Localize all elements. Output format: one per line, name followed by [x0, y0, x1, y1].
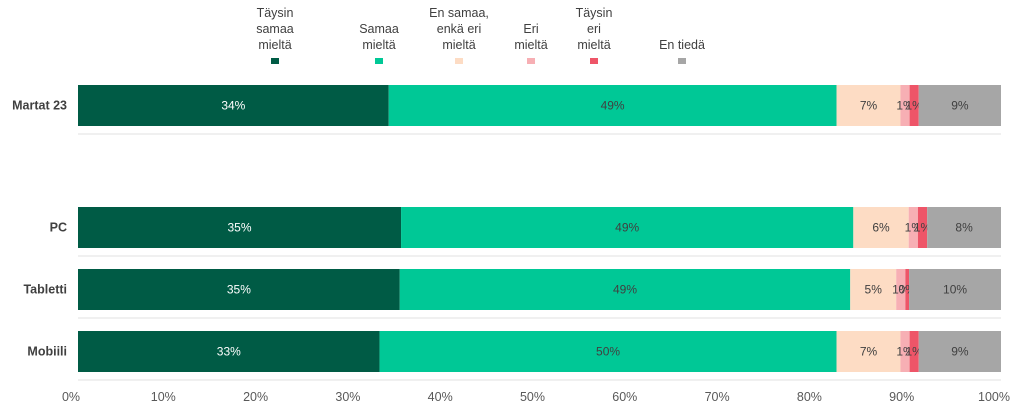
legend-swatch: [590, 58, 598, 64]
legend-label-line: mieltä: [442, 38, 475, 52]
bar-segment: [909, 85, 919, 126]
data-label: 9%: [951, 99, 969, 113]
bar-segment: [918, 331, 1001, 372]
data-label: 50%: [596, 345, 620, 359]
x-tick-label: 60%: [612, 390, 637, 404]
x-tick-label: 90%: [889, 390, 914, 404]
legend-label-line: mieltä: [577, 38, 610, 52]
bar-segment: [836, 331, 901, 372]
bar-segment: [896, 269, 906, 310]
data-label: 49%: [613, 283, 637, 297]
legend-label-line: samaa: [256, 22, 294, 36]
data-label: 35%: [228, 221, 252, 235]
data-label: 9%: [951, 345, 969, 359]
bar-segment: [78, 269, 400, 310]
legend-swatch: [527, 58, 535, 64]
bar-segment: [908, 207, 918, 248]
legend-label: Täysin eri mieltä: [576, 6, 613, 52]
bar-segment: [918, 85, 1001, 126]
data-label: 49%: [615, 221, 639, 235]
legend-swatch: [678, 58, 686, 64]
bar-segment: [909, 269, 1001, 310]
bar-segment: [78, 207, 402, 248]
bar-row: Tabletti 35% 49% 5% 1%0% 10%: [23, 269, 1001, 319]
data-label: 1%: [892, 283, 910, 297]
legend-label-line: Täysin: [257, 6, 294, 20]
legend-label-line: Eri: [523, 22, 538, 36]
row-label: Martat 23: [12, 99, 67, 113]
bar-segment: [927, 207, 1001, 248]
x-tick-label: 40%: [428, 390, 453, 404]
legend-label-line: Täysin: [576, 6, 613, 20]
legend-label-line: Samaa: [359, 22, 399, 36]
legend-label-line: mieltä: [258, 38, 291, 52]
legend-label: Eri mieltä: [514, 22, 547, 52]
bar-segment: [909, 331, 919, 372]
bar-segment: [853, 207, 909, 248]
bar-segment: [905, 269, 910, 310]
legend-label-line: mieltä: [362, 38, 395, 52]
legend: Täysin samaa mieltä Samaa mieltä En samaa, enk…: [256, 6, 705, 64]
x-tick-label: 100%: [978, 390, 1010, 404]
data-label: 34%: [221, 99, 245, 113]
legend-label-line: eri: [587, 22, 601, 36]
row-label: PC: [50, 221, 67, 235]
legend-label-line: enkä eri: [437, 22, 481, 36]
data-label: 7%: [860, 99, 878, 113]
legend-label-line: mieltä: [514, 38, 547, 52]
data-label: 7%: [860, 345, 878, 359]
x-tick-label: 70%: [705, 390, 730, 404]
bar-segment: [399, 269, 851, 310]
bar-segment: [850, 269, 897, 310]
bar-segment: [78, 85, 389, 126]
bar-segment: [900, 85, 910, 126]
bar-row: PC 35% 49% 6% 1%1% 8%: [50, 207, 1001, 257]
legend-label-line: En samaa,: [429, 6, 489, 20]
data-label: 35%: [227, 283, 251, 297]
data-label: 33%: [217, 345, 241, 359]
data-label: 49%: [601, 99, 625, 113]
data-label: 1%: [905, 221, 923, 235]
bar-row: Martat 23 34% 49% 7% 1%1% 9%: [12, 85, 1001, 135]
legend-label: En tiedä: [659, 38, 705, 52]
x-axis: 0% 10% 20% 30% 40% 50% 60% 70% 80% 90% 100%: [62, 390, 1010, 404]
legend-swatch: [271, 58, 279, 64]
x-tick-label: 10%: [151, 390, 176, 404]
x-tick-label: 80%: [797, 390, 822, 404]
bar-row: Mobiili 33% 50% 7% 1%1% 9%: [27, 331, 1001, 381]
legend-swatch: [455, 58, 463, 64]
data-label: 5%: [865, 283, 883, 297]
data-label: 6%: [872, 221, 890, 235]
legend-label: Samaa mieltä: [359, 22, 399, 52]
bar-segment: [401, 207, 854, 248]
x-tick-label: 50%: [520, 390, 545, 404]
data-label: 10%: [943, 283, 967, 297]
x-tick-label: 20%: [243, 390, 268, 404]
bar-segment: [379, 331, 837, 372]
legend-label: Täysin samaa mieltä: [256, 6, 294, 52]
bar-segment: [836, 85, 901, 126]
legend-swatch: [375, 58, 383, 64]
data-label: 8%: [955, 221, 973, 235]
bar-segment: [78, 331, 380, 372]
bar-rows: Martat 23 34% 49% 7% 1%1% 9%PC 35% 49% 6% 1%1% 8%T…: [12, 85, 1001, 381]
x-tick-label: 0%: [62, 390, 80, 404]
bar-segment: [388, 85, 837, 126]
row-label: Tabletti: [23, 283, 67, 297]
legend-label-line: En tiedä: [659, 38, 705, 52]
x-tick-label: 30%: [335, 390, 360, 404]
row-label: Mobiili: [27, 345, 67, 359]
bar-segment: [917, 207, 928, 248]
bar-segment: [900, 331, 910, 372]
legend-label: En samaa, enkä eri mieltä: [429, 6, 489, 52]
data-label: 1%: [914, 221, 932, 235]
